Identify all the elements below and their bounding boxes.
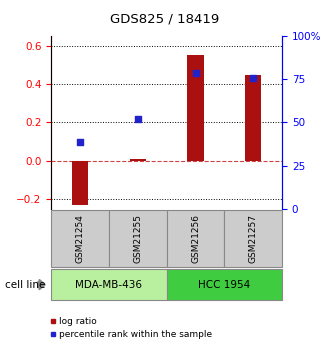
Text: percentile rank within the sample: percentile rank within the sample bbox=[59, 329, 213, 339]
Bar bbox=[72, 161, 88, 205]
Point bbox=[135, 116, 140, 121]
Bar bbox=[130, 159, 146, 161]
Text: log ratio: log ratio bbox=[59, 316, 97, 326]
Text: cell line: cell line bbox=[5, 280, 45, 289]
Bar bbox=[245, 75, 261, 161]
Text: GDS825 / 18419: GDS825 / 18419 bbox=[110, 12, 220, 26]
Text: GSM21254: GSM21254 bbox=[76, 215, 84, 263]
Text: GSM21255: GSM21255 bbox=[133, 214, 142, 264]
Text: HCC 1954: HCC 1954 bbox=[198, 280, 250, 289]
Point bbox=[193, 70, 198, 76]
Point bbox=[251, 76, 256, 81]
Text: GSM21256: GSM21256 bbox=[191, 214, 200, 264]
Text: MDA-MB-436: MDA-MB-436 bbox=[75, 280, 143, 289]
Text: GSM21257: GSM21257 bbox=[249, 214, 258, 264]
Bar bbox=[187, 56, 204, 161]
Point bbox=[77, 139, 82, 145]
